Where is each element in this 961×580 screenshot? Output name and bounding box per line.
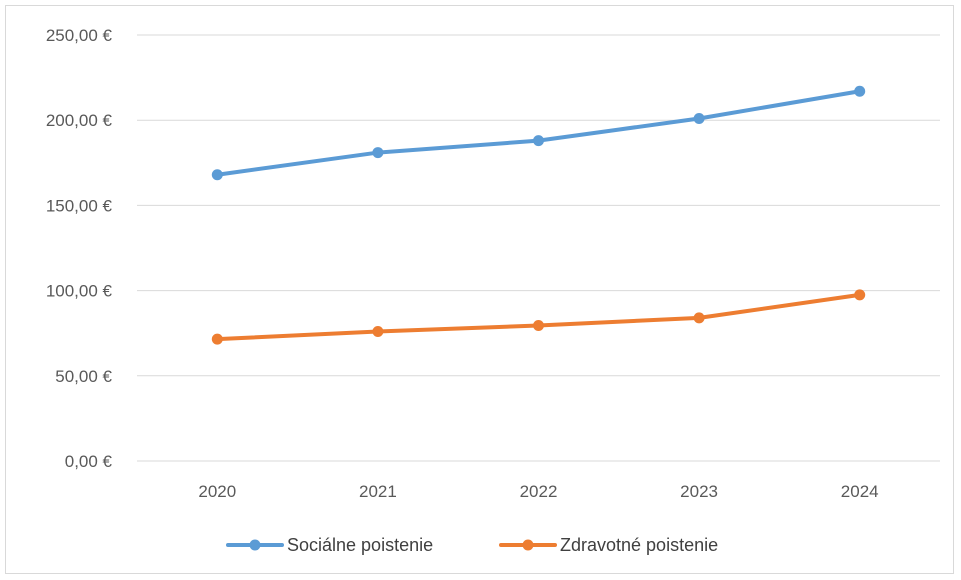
- y-tick-label: 0,00 €: [65, 452, 113, 471]
- series-1: [211, 85, 866, 181]
- data-point: [693, 312, 705, 324]
- data-point: [372, 325, 384, 337]
- data-point: [854, 289, 866, 301]
- y-tick-label: 150,00 €: [46, 196, 113, 215]
- data-point: [533, 320, 544, 332]
- y-axis: 0,00 € 50,00 € 100,00 € 150,00 € 200,00 € 250…: [46, 26, 113, 471]
- legend-label: Zdravotné poistenie: [560, 535, 718, 555]
- x-axis: 2020 2021 2022 2023 2024: [198, 482, 878, 501]
- data-point: [854, 85, 866, 97]
- x-tick-label: 2021: [359, 482, 397, 501]
- legend-item: Sociálne poistenie: [226, 535, 433, 555]
- x-tick-label: 2020: [198, 482, 236, 501]
- y-tick-label: 50,00 €: [55, 367, 112, 386]
- series-2: [211, 289, 866, 345]
- data-point: [693, 112, 705, 124]
- data-point: [372, 147, 384, 159]
- legend: Sociálne poistenie Zdravotné poistenie: [226, 535, 718, 555]
- gridlines: [137, 34, 940, 462]
- x-tick-label: 2022: [520, 482, 558, 501]
- data-point: [533, 135, 544, 147]
- data-point: [211, 333, 223, 345]
- data-point: [211, 169, 223, 181]
- x-tick-label: 2024: [841, 482, 879, 501]
- legend-swatch-marker: [249, 539, 261, 551]
- y-tick-label: 250,00 €: [46, 26, 113, 45]
- y-tick-label: 100,00 €: [46, 282, 113, 301]
- series-layer: [211, 85, 866, 345]
- series-line: [215, 89, 862, 177]
- legend-item: Zdravotné poistenie: [499, 535, 718, 555]
- legend-label: Sociálne poistenie: [287, 535, 433, 555]
- x-tick-label: 2023: [680, 482, 718, 501]
- chart-frame: [5, 5, 954, 574]
- y-tick-label: 200,00 €: [46, 111, 113, 130]
- legend-swatch-marker: [522, 539, 534, 551]
- series-line: [215, 292, 862, 342]
